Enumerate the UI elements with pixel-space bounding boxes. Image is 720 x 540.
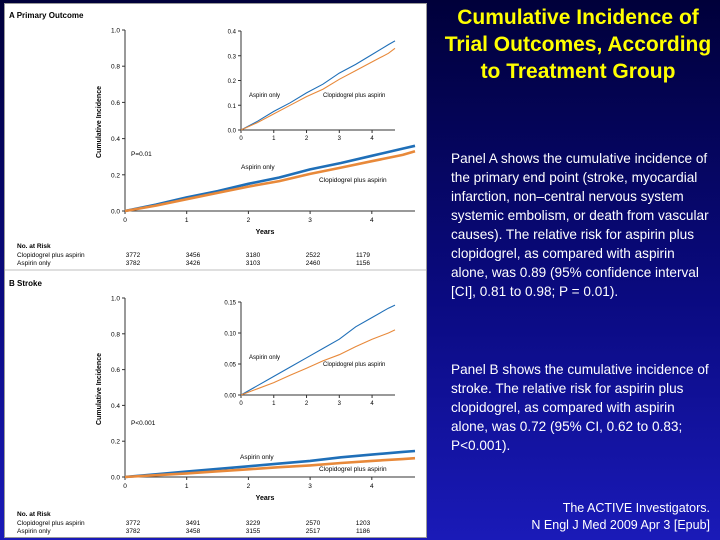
panel-a-inset-x-tick-label: 2 xyxy=(305,136,309,142)
panel-a-risk-value: 2522 xyxy=(306,252,321,259)
panel-a-risk-value: 1179 xyxy=(356,252,370,259)
panel-a-inset-series-label: Aspirin only xyxy=(249,93,280,99)
panel-b-y-tick-label: 0.6 xyxy=(111,367,120,374)
panel-b-risk-value: 1186 xyxy=(356,528,370,535)
panel-a-risk-value: 3782 xyxy=(126,260,141,267)
panel-b-inset-x-tick-label: 4 xyxy=(370,401,374,407)
panel-a-inset-y-tick-label: 0.4 xyxy=(228,30,237,36)
panel-b-risk-row-label: Aspirin only xyxy=(17,528,51,535)
panel-b-inset-x-tick-label: 3 xyxy=(338,401,342,407)
panel-a-description: Panel A shows the cumulative incidence o… xyxy=(451,151,709,299)
panel-a-p-value: P=0.01 xyxy=(131,151,152,158)
panel-a-risk-row-label: Clopidogrel plus aspirin xyxy=(17,252,85,259)
panel-b-risk-value: 1203 xyxy=(356,520,371,527)
panel-a-series-label: Aspirin only xyxy=(241,164,275,171)
panel-b-inset-x-tick-label: 2 xyxy=(305,401,309,407)
panel-b-risk-value: 3458 xyxy=(186,528,201,535)
panel-b-inset-y-tick-label: 0.00 xyxy=(224,394,236,400)
panel-b-risk-value: 2517 xyxy=(306,528,321,535)
panel-b-risk-heading: No. at Risk xyxy=(17,511,51,518)
panel-a-risk-heading: No. at Risk xyxy=(17,243,51,250)
panel-a-risk-value: 3426 xyxy=(186,260,201,267)
panel-a-inset-x-tick-label: 1 xyxy=(272,136,276,142)
panel-a-risk-value: 3772 xyxy=(126,252,141,259)
panel-b-x-tick-label: 3 xyxy=(308,483,312,490)
panel-a-y-tick-label: 0.4 xyxy=(111,136,120,143)
panel-a-x-tick-label: 1 xyxy=(185,217,189,224)
panel-b-y-tick-label: 0.0 xyxy=(111,475,120,482)
panel-b-series-clopidogrel-plus-aspirin xyxy=(124,456,416,479)
panel-b-series-label: Aspirin only xyxy=(240,454,274,461)
panel-b-risk-value: 3772 xyxy=(126,520,141,527)
panel-a-x-tick-label: 4 xyxy=(370,217,374,224)
panel-a-inset-x-tick-label: 0 xyxy=(239,136,243,142)
panel-b-title: B Stroke xyxy=(9,279,42,288)
panel-a-inset-x-tick-label: 3 xyxy=(338,136,342,142)
panel-b-y-tick-label: 0.8 xyxy=(111,331,120,338)
panel-a-y-tick-label: 0.0 xyxy=(111,209,120,216)
panel-b-risk-value: 2570 xyxy=(306,520,321,527)
panel-b-series-aspirin-only xyxy=(124,449,416,479)
panel-b-risk-value: 3491 xyxy=(186,520,201,527)
slide-title: Cumulative Incidence of Trial Outcomes, … xyxy=(444,6,712,83)
panel-b-inset-series-aspirin-only xyxy=(240,304,396,396)
panel-b-x-tick-label: 2 xyxy=(247,483,251,490)
panel-b-x-axis-label: Years xyxy=(256,495,275,502)
panel-b-risk-row-label: Clopidogrel plus aspirin xyxy=(17,520,85,527)
panel-a-inset-y-tick-label: 0.1 xyxy=(228,104,237,110)
panel-b-risk-value: 3155 xyxy=(246,528,261,535)
panel-a-x-tick-label: 3 xyxy=(308,217,312,224)
panel-a-series-aspirin-only xyxy=(124,144,416,213)
panel-b-inset-series-clopidogrel-plus-aspirin xyxy=(240,329,396,396)
panel-a-title: A Primary Outcome xyxy=(9,11,84,20)
panel-a-y-tick-label: 0.8 xyxy=(111,64,120,71)
panel-a-y-axis-label: Cumulative Incidence xyxy=(96,86,103,158)
panel-b-inset-x-tick-label: 0 xyxy=(239,401,243,407)
panel-a-x-axis-label: Years xyxy=(256,229,275,236)
panel-b-x-tick-label: 1 xyxy=(185,483,189,490)
panel-a-risk-value: 3103 xyxy=(246,260,261,267)
panel-b-y-tick-label: 0.2 xyxy=(111,439,120,446)
panel-b-x-tick-label: 4 xyxy=(370,483,374,490)
nejm-figure: A Primary Outcome 0.0 0.2 0.4 0.6 0.8 1.0 0 1 2 3 4… xyxy=(4,3,427,538)
panel-b-risk-value: 3229 xyxy=(246,520,261,527)
panel-a-y-tick-label: 0.6 xyxy=(111,100,120,107)
panel-a-inset-y-tick-label: 0.3 xyxy=(228,54,237,60)
panel-a-inset-x-tick-label: 4 xyxy=(370,136,374,142)
panel-b-y-tick-label: 0.4 xyxy=(111,403,120,410)
panel-b-inset-y-tick-label: 0.15 xyxy=(224,301,236,307)
panel-b-inset-series-label: Clopidogrel plus aspirin xyxy=(323,362,385,368)
panel-b-x-tick-label: 0 xyxy=(123,483,127,490)
panel-b-series-label: Clopidogrel plus aspirin xyxy=(319,466,387,473)
panel-a-y-tick-label: 0.2 xyxy=(111,172,120,179)
panel-a-x-tick-label: 2 xyxy=(247,217,251,224)
panel-a-series-label: Clopidogrel plus aspirin xyxy=(319,177,387,184)
panel-b-inset-series-label: Aspirin only xyxy=(249,355,280,361)
panel-b-p-value: P<0.001 xyxy=(131,420,156,427)
panel-a-inset-series-label: Clopidogrel plus aspirin xyxy=(323,93,385,99)
panel-a-risk-value: 2460 xyxy=(306,260,321,267)
citation: The ACTIVE Investigators. N Engl J Med 2… xyxy=(430,500,710,534)
panel-a-inset-series-clopidogrel-plus-aspirin xyxy=(240,47,396,131)
panel-a-series-clopidogrel-plus-aspirin xyxy=(124,150,416,213)
panel-b-y-tick-label: 1.0 xyxy=(111,296,120,303)
panel-b-risk-value: 3782 xyxy=(126,528,141,535)
panel-b-inset-y-tick-label: 0.10 xyxy=(224,332,236,338)
panel-a-risk-value: 3180 xyxy=(246,252,261,259)
panel-b-y-axis-label: Cumulative Incidence xyxy=(96,353,103,425)
panel-a-inset-series-aspirin-only xyxy=(240,40,396,131)
citation-authors: The ACTIVE Investigators. xyxy=(562,501,710,515)
citation-journal: N Engl J Med 2009 Apr 3 [Epub] xyxy=(531,518,710,532)
panel-a-y-tick-label: 1.0 xyxy=(111,28,120,35)
panel-a-inset-y-tick-label: 0.2 xyxy=(228,79,237,85)
panel-b-description: Panel B shows the cumulative incidence o… xyxy=(451,362,709,453)
panel-a-inset-y-tick-label: 0.0 xyxy=(228,129,237,135)
panel-a-risk-value: 1156 xyxy=(356,260,370,267)
panel-a-risk-row-label: Aspirin only xyxy=(17,260,51,267)
panel-a-risk-value: 3456 xyxy=(186,252,201,259)
panel-a-x-tick-label: 0 xyxy=(123,217,127,224)
panel-b-inset-y-tick-label: 0.05 xyxy=(224,363,236,369)
panel-b-inset-x-tick-label: 1 xyxy=(272,401,276,407)
